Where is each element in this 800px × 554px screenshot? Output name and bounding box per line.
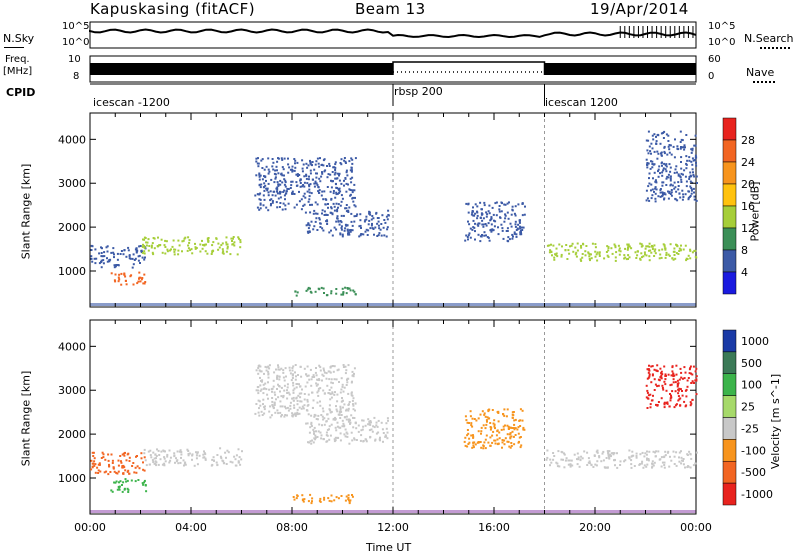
echo-band <box>463 408 526 450</box>
colorbar-swatch <box>722 161 737 185</box>
nsky-tick-high: 10^5 <box>62 21 90 32</box>
nsearch-legend-line <box>760 47 790 49</box>
xtick-label: 04:00 <box>175 521 207 534</box>
xtick-label: 00:00 <box>74 521 106 534</box>
freq-tick-high: 10 <box>68 54 81 65</box>
cpid-label: CPID <box>6 86 36 99</box>
xtick-label: 08:00 <box>276 521 308 534</box>
echo-band <box>292 493 354 505</box>
colorbar-swatch <box>722 249 737 273</box>
echo-band <box>90 451 146 476</box>
colorbar-swatch <box>722 482 737 506</box>
nsearch-label: N.Search <box>744 32 794 45</box>
colorbar-swatch <box>722 271 737 295</box>
echo-band <box>464 201 526 243</box>
echo-band <box>141 236 242 256</box>
colorbar-tick-label: 500 <box>741 357 762 370</box>
colorbar-tick-label: 8 <box>741 244 748 257</box>
colorbar-tick-label: 24 <box>741 156 755 169</box>
colorbar-tick-label: 20 <box>741 178 755 191</box>
colorbar-tick-label: 1000 <box>741 335 769 348</box>
nave-tick-low: 0 <box>708 71 715 82</box>
date-title: 19/Apr/2014 <box>590 0 689 18</box>
ytick-label: 2000 <box>58 221 86 234</box>
colorbar-tick-label: 12 <box>741 222 755 235</box>
colorbar-tick-label: -1000 <box>741 488 773 501</box>
echo-band <box>645 364 698 409</box>
ytick-label: 3000 <box>58 177 86 190</box>
ytick-label: 4000 <box>58 340 86 353</box>
station-title: Kapuskasing (fitACF) <box>90 0 256 18</box>
colorbar-swatch <box>722 139 737 163</box>
cpid-segment-2: rbsp 200 <box>394 85 443 98</box>
xtick-label: 16:00 <box>478 521 510 534</box>
echo-band <box>645 130 698 203</box>
colorbar-swatch <box>722 117 737 141</box>
colorbar-tick-label: -25 <box>741 422 759 435</box>
freq-label: Freq. <box>5 54 30 65</box>
colorbar-tick-label: 4 <box>741 266 748 279</box>
colorbar-swatch <box>722 439 737 462</box>
freq-tick-low: 8 <box>73 71 80 82</box>
cpid-segment-1: icescan -1200 <box>93 96 170 109</box>
echo-band <box>254 157 357 212</box>
nsky-legend-line <box>4 47 24 48</box>
colorbar-tick-label: 28 <box>741 134 755 147</box>
echo-band <box>305 416 389 445</box>
echo-band <box>254 364 357 419</box>
xtick-label: 00:00 <box>680 521 712 534</box>
ytick-label: 1000 <box>58 472 86 485</box>
ytick-label: 3000 <box>58 384 86 397</box>
beam-title: Beam 13 <box>355 0 426 18</box>
xtick-label: 20:00 <box>579 521 611 534</box>
echo-band <box>110 478 148 493</box>
freq-unit: [MHz] <box>3 66 33 77</box>
colorbar-tick-label: 16 <box>741 200 755 213</box>
colorbar-swatch <box>722 351 737 374</box>
colorbar-tick-label: 100 <box>741 379 762 392</box>
colorbar-tick-label: -500 <box>741 466 766 479</box>
colorbar-swatch <box>722 395 737 418</box>
freq-band-1 <box>90 63 393 75</box>
nsearch-tick-low: 10^0 <box>708 37 736 48</box>
colorbar-swatch <box>722 183 737 207</box>
colorbar-swatch <box>722 227 737 251</box>
colorbar-swatch <box>722 461 737 484</box>
freq-step <box>392 61 546 75</box>
colorbar-swatch <box>722 373 737 396</box>
colorbar-tick-label: 25 <box>741 401 755 414</box>
time-xlabel: Time UT <box>366 541 412 554</box>
echo-band <box>110 271 147 286</box>
nsky-panel-frame <box>89 21 697 49</box>
echo-band <box>294 286 357 297</box>
nsky-label: N.Sky <box>3 32 35 45</box>
xtick-label: 12:00 <box>377 521 409 534</box>
colorbar-swatch <box>722 205 737 229</box>
cpid-segment-3: icescan 1200 <box>545 96 618 109</box>
freq-band-3 <box>544 63 696 75</box>
colorbar-tick-label: -100 <box>741 444 766 457</box>
colorbar-swatch <box>722 329 737 353</box>
echo-band <box>546 242 698 262</box>
ytick-label: 4000 <box>58 133 86 146</box>
nsky-trace <box>89 28 697 39</box>
ytick-label: 1000 <box>58 265 86 278</box>
echo-band <box>304 209 390 238</box>
nave-legend-line <box>753 81 775 83</box>
ytick-label: 2000 <box>58 428 86 441</box>
colorbar-swatch <box>722 417 737 440</box>
echo-band <box>545 449 698 469</box>
nave-tick-high: 60 <box>708 54 721 65</box>
nsearch-tick-high: 10^5 <box>708 21 736 32</box>
nave-label: Nave <box>746 66 775 79</box>
echo-band <box>143 447 243 467</box>
nsky-tick-low: 10^0 <box>62 37 90 48</box>
